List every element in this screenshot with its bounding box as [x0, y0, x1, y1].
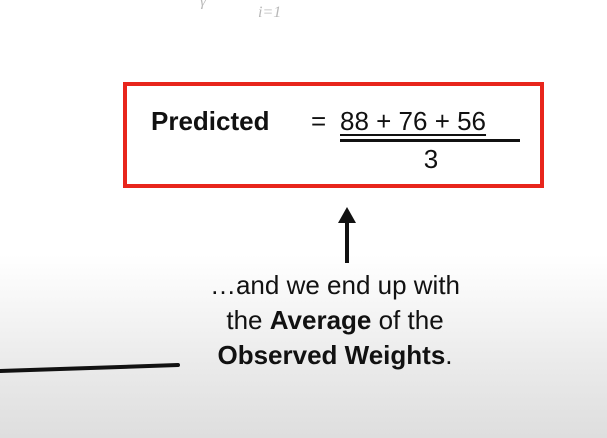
- pointer-line: [0, 363, 180, 373]
- equals-sign: =: [311, 106, 327, 136]
- fraction-numerator: 88 + 76 + 56: [340, 106, 487, 136]
- fraction-bar: [340, 139, 520, 142]
- average-keyword: Average: [269, 305, 372, 335]
- formula-box: Predicted = 88 + 76 + 56 3: [123, 82, 544, 188]
- predicted-label: Predicted: [151, 106, 270, 136]
- gamma-symbol: γ: [200, 0, 206, 10]
- sum-index: i=1: [258, 4, 282, 21]
- caption-line-2: the Average of the: [226, 305, 444, 335]
- caption-line-3: Observed Weights.: [217, 340, 453, 370]
- fraction-denominator: 3: [423, 144, 439, 174]
- caption-line-1: …and we end up with: [209, 270, 461, 300]
- caption-text: …and we end up with the Average of the O…: [150, 268, 520, 373]
- partial-math-notation: γ i=1: [200, 0, 340, 26]
- observed-weights-keyword: Observed Weights: [217, 340, 446, 370]
- up-arrow-icon: [338, 207, 356, 263]
